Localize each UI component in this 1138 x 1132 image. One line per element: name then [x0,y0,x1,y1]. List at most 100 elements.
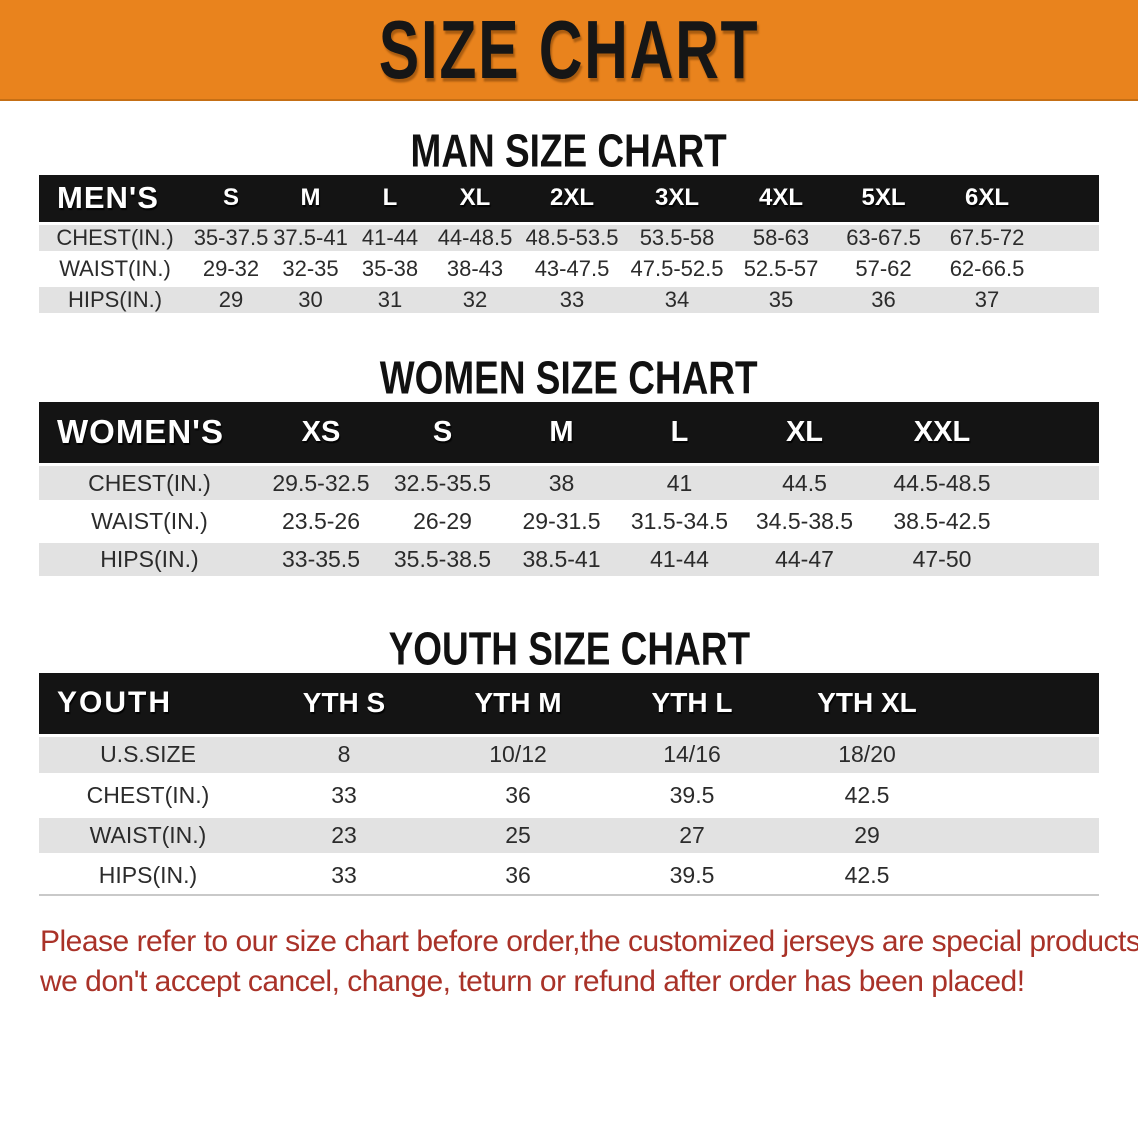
row-label: CHEST(IN.) [39,223,191,256]
youth-section-heading: YOUTH SIZE CHART [388,622,750,675]
women-section-heading: WOMEN SIZE CHART [380,351,758,403]
filler-cell [955,815,1099,858]
banner: SIZE CHART [0,0,1138,101]
size-value-cell: 30 [271,284,350,318]
size-value-cell: 41 [620,464,739,505]
size-column-header: S [191,175,271,225]
size-column-header: XS [260,401,382,466]
size-column-header: 4XL [730,175,832,225]
disclaimer-note: Please refer to our size chart before or… [40,922,1138,1002]
size-value-cell: 36 [832,284,935,318]
size-value-cell: 36 [431,775,605,818]
disclaimer-line-2: we don't accept cancel, change, teturn o… [40,965,1025,998]
row-label: WAIST(IN.) [39,253,191,287]
row-label: CHEST(IN.) [39,775,257,818]
size-value-cell: 35-38 [350,253,430,287]
size-value-cell: 33 [520,284,624,318]
men-section-heading: MAN SIZE CHART [410,124,728,177]
size-value-cell: 37 [935,284,1039,318]
size-value-cell: 32-35 [271,253,350,287]
table-header-row: YOUTH YTH S YTH M YTH L YTH XL [39,673,1099,737]
size-value-cell: 29-31.5 [503,502,620,543]
size-value-cell: 39.5 [605,775,779,818]
page-title: SIZE CHART [378,3,760,96]
filler-cell [1039,223,1099,256]
size-value-cell: 42.5 [779,855,955,896]
size-column-header: M [503,401,620,466]
filler-cell [955,735,1099,778]
filler-cell [955,775,1099,818]
size-column-header: 5XL [832,175,935,225]
size-value-cell: 36 [431,855,605,896]
men-size-table: MEN'S S M L XL 2XL 3XL 4XL 5XL 6XL CHEST(IN.) 35-37… [39,175,1099,318]
size-column-header: XXL [870,401,1014,466]
filler-cell [1039,175,1099,225]
table-title-cell: MEN'S [39,175,191,225]
measurement-row: U.S.SIZE 8 10/12 14/16 18/20 [39,735,1099,778]
size-value-cell: 38 [503,464,620,505]
size-value-cell: 31.5-34.5 [620,502,739,543]
size-value-cell: 63-67.5 [832,223,935,256]
filler-cell [955,855,1099,896]
size-value-cell: 39.5 [605,855,779,896]
measurement-row: WAIST(IN.) 23.5-26 26-29 29-31.5 31.5-34.5 34… [39,502,1099,543]
size-column-header: XL [739,401,870,466]
row-label: WAIST(IN.) [39,502,260,543]
row-label: CHEST(IN.) [39,464,260,505]
size-value-cell: 48.5-53.5 [520,223,624,256]
size-value-cell: 14/16 [605,735,779,778]
filler-cell [1039,284,1099,318]
size-column-header: YTH S [257,673,431,737]
size-column-header: 6XL [935,175,1039,225]
size-column-header: YTH L [605,673,779,737]
size-value-cell: 35 [730,284,832,318]
size-value-cell: 25 [431,815,605,858]
size-value-cell: 23.5-26 [260,502,382,543]
size-value-cell: 37.5-41 [271,223,350,256]
size-value-cell: 32.5-35.5 [382,464,503,505]
filler-cell [1014,540,1099,581]
size-value-cell: 18/20 [779,735,955,778]
size-value-cell: 58-63 [730,223,832,256]
size-column-header: YTH M [431,673,605,737]
size-column-header: L [620,401,739,466]
size-value-cell: 41-44 [620,540,739,581]
size-value-cell: 38-43 [430,253,520,287]
filler-cell [1014,401,1099,466]
size-value-cell: 29.5-32.5 [260,464,382,505]
row-label: U.S.SIZE [39,735,257,778]
measurement-row: WAIST(IN.) 29-32 32-35 35-38 38-43 43-47.5 47.… [39,253,1099,287]
size-value-cell: 29 [191,284,271,318]
youth-size-table: YOUTH YTH S YTH M YTH L YTH XL U.S.SIZE 8 10/12… [39,673,1099,896]
size-value-cell: 52.5-57 [730,253,832,287]
size-column-header: 2XL [520,175,624,225]
size-value-cell: 23 [257,815,431,858]
size-value-cell: 38.5-42.5 [870,502,1014,543]
size-value-cell: 44.5 [739,464,870,505]
measurement-row: HIPS(IN.) 29 30 31 32 33 34 35 36 37 [39,284,1099,318]
size-value-cell: 33 [257,855,431,896]
table-title-cell: YOUTH [39,673,257,737]
table-title-cell: WOMEN'S [39,401,260,466]
measurement-row: HIPS(IN.) 33 36 39.5 42.5 [39,855,1099,896]
size-value-cell: 47-50 [870,540,1014,581]
size-column-header: L [350,175,430,225]
row-label: HIPS(IN.) [39,284,191,318]
filler-cell [1039,253,1099,287]
size-value-cell: 33 [257,775,431,818]
disclaimer-line-1: Please refer to our size chart before or… [40,925,1138,958]
measurement-row: CHEST(IN.) 29.5-32.5 32.5-35.5 38 41 44.5 44.5… [39,464,1099,505]
size-value-cell: 42.5 [779,775,955,818]
filler-cell [1014,502,1099,543]
size-value-cell: 34.5-38.5 [739,502,870,543]
measurement-row: WAIST(IN.) 23 25 27 29 [39,815,1099,858]
size-value-cell: 41-44 [350,223,430,256]
size-value-cell: 33-35.5 [260,540,382,581]
size-column-header: S [382,401,503,466]
filler-cell [955,673,1099,737]
size-value-cell: 44-47 [739,540,870,581]
size-value-cell: 53.5-58 [624,223,730,256]
measurement-row: HIPS(IN.) 33-35.5 35.5-38.5 38.5-41 41-44 44-… [39,540,1099,581]
size-column-header: YTH XL [779,673,955,737]
size-value-cell: 32 [430,284,520,318]
